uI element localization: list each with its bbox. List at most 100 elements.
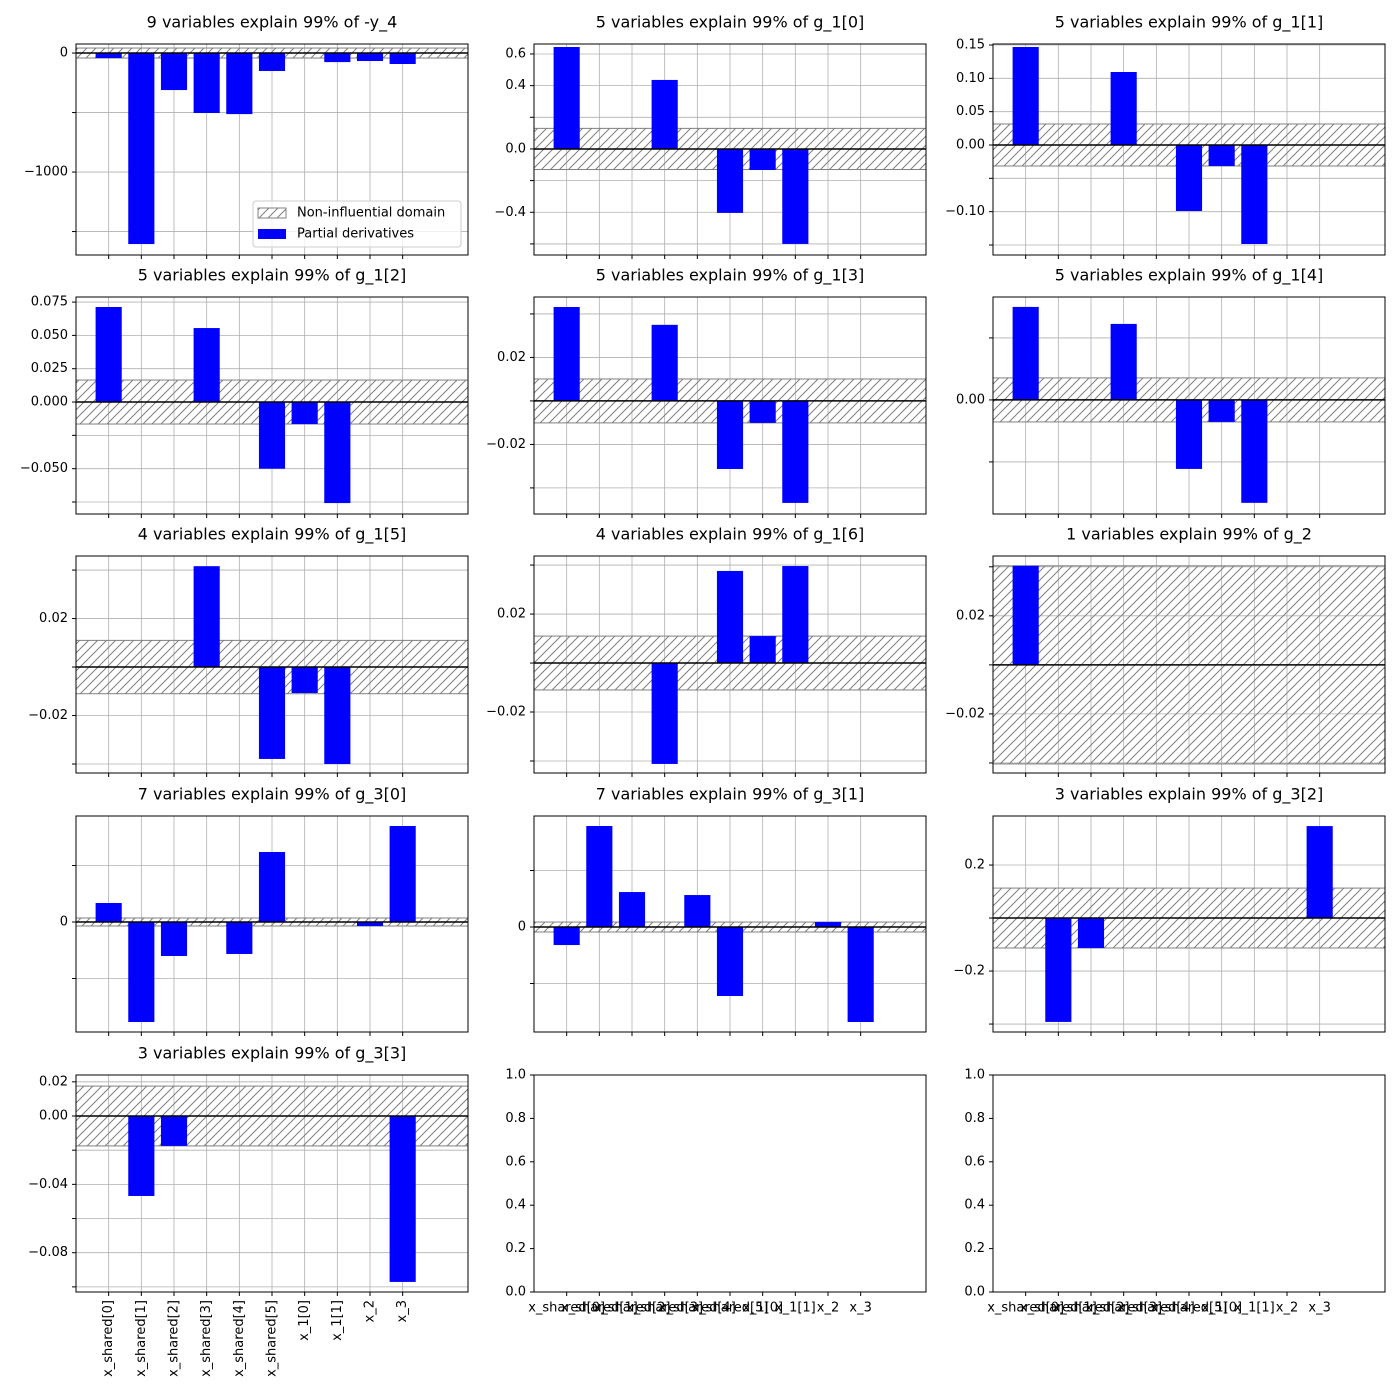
bar <box>814 922 842 928</box>
axes-frame <box>75 555 469 774</box>
x-tick-label: x_1[1] <box>775 1301 816 1316</box>
bar <box>193 328 220 403</box>
subplot: 9 variables explain 99% of -y_4 0 −1000 Non… <box>24 13 469 259</box>
x-tick-label: x_shared[1] <box>561 1301 638 1316</box>
x-tick-label: x_3 <box>849 1301 871 1316</box>
y-tick-label: −0.050 <box>20 461 68 476</box>
x-tick-label: x_shared[5] <box>265 1300 280 1377</box>
x-tick-label: x_shared[2] <box>594 1301 671 1316</box>
axes-frame <box>992 1074 1386 1293</box>
x-tick-label: x_3 <box>1308 1301 1330 1316</box>
bar <box>258 851 286 922</box>
bar <box>128 53 155 245</box>
bar <box>1012 47 1039 145</box>
bar <box>356 921 384 927</box>
x-tick-label: x_shared[5] <box>1151 1301 1228 1316</box>
y-tick-label: 0.2 <box>505 1241 526 1256</box>
y-tick-label: 0 <box>518 920 526 935</box>
bar <box>1208 399 1235 422</box>
y-tick-label: 0.02 <box>39 1074 68 1089</box>
y-tick-label: 0.02 <box>497 350 526 365</box>
y-tick-label: 0.2 <box>964 1241 985 1256</box>
bar <box>95 903 122 922</box>
bar <box>324 667 351 765</box>
bar <box>324 402 351 504</box>
subplot-title: 7 variables explain 99% of g_3[0] <box>138 785 407 805</box>
subplot-title: 5 variables explain 99% of g_1[0] <box>596 13 865 33</box>
y-tick-label: 0.00 <box>956 138 985 153</box>
subplot: 0.0 0.2 0.4 0.6 0.8 1.0 x_shared[0]x_shared[1]… <box>964 1068 1386 1316</box>
bar <box>651 663 678 764</box>
bar <box>1077 918 1105 948</box>
subplot: 4 variables explain 99% of g_1[6] 0.02 −0.… <box>486 525 927 777</box>
subplot: 5 variables explain 99% of g_1[1] 0.15 0.1… <box>945 13 1386 259</box>
y-tick-label: −0.2 <box>953 964 985 979</box>
y-tick-label: 0.10 <box>956 71 985 86</box>
x-tick-label: x_shared[1] <box>1020 1301 1097 1316</box>
axes-frame <box>533 43 927 256</box>
subplot: 3 variables explain 99% of g_3[3] 0.02 0.0… <box>28 1044 469 1377</box>
y-tick-label: −0.02 <box>486 437 526 452</box>
bar <box>716 927 744 997</box>
x-tick-label: x_3 <box>395 1300 410 1322</box>
bar <box>389 53 416 64</box>
bar <box>1110 72 1137 145</box>
axes-frame <box>75 296 469 515</box>
axes-frame <box>75 1074 469 1293</box>
y-tick-label: 0.0 <box>505 1285 526 1300</box>
legend-swatch <box>257 207 287 219</box>
x-tick-label: x_shared[0] <box>528 1301 605 1316</box>
bar <box>291 402 318 425</box>
bar <box>1175 145 1203 211</box>
x-tick-label: x_shared[5] <box>692 1301 769 1316</box>
x-tick-label: x_shared[1] <box>134 1300 149 1377</box>
axes-frame <box>75 43 469 256</box>
x-tick-label: x_shared[4] <box>232 1300 247 1377</box>
y-tick-label: −0.04 <box>28 1177 68 1192</box>
subplot: 7 variables explain 99% of g_3[1] 0 <box>518 785 927 1036</box>
bar <box>716 570 744 664</box>
bar <box>1045 918 1072 1022</box>
x-tick-label: x_1[0] <box>742 1301 783 1316</box>
subplot-title: 4 variables explain 99% of g_1[5] <box>138 525 407 545</box>
bar <box>716 400 744 469</box>
axes-frame <box>992 296 1386 515</box>
subplot-title: 3 variables explain 99% of g_3[2] <box>1055 785 1324 805</box>
y-tick-label: 1.0 <box>505 1068 526 1083</box>
bar <box>160 53 188 91</box>
y-tick-label: 0.8 <box>505 1111 526 1126</box>
subplot-title: 7 variables explain 99% of g_3[1] <box>596 785 865 805</box>
bar <box>258 402 286 469</box>
bar <box>553 307 580 401</box>
bar <box>749 636 776 664</box>
bar <box>651 324 678 401</box>
x-tick-label: x_1[1] <box>1234 1301 1275 1316</box>
y-tick-label: 0.6 <box>505 1154 526 1169</box>
bar <box>716 148 744 213</box>
bar <box>95 53 122 59</box>
bar <box>356 53 384 62</box>
bar <box>160 1116 188 1146</box>
y-tick-label: −0.10 <box>945 204 985 219</box>
bar <box>586 826 613 928</box>
y-tick-label: −0.02 <box>945 706 985 721</box>
bar <box>749 400 776 423</box>
bar <box>1110 323 1137 400</box>
subplot: 7 variables explain 99% of g_3[0] 0 <box>60 785 469 1036</box>
y-tick-label: −0.4 <box>494 205 526 220</box>
bar <box>258 667 286 759</box>
subplot-title: 4 variables explain 99% of g_1[6] <box>596 525 865 545</box>
bar <box>749 148 776 170</box>
y-tick-label: −0.02 <box>28 708 68 723</box>
y-tick-label: 0.02 <box>956 608 985 623</box>
bar <box>782 400 809 503</box>
legend-swatch <box>258 229 286 239</box>
bar <box>95 306 122 403</box>
y-tick-label: 0.4 <box>505 1198 526 1213</box>
y-tick-label: 0.6 <box>505 46 526 61</box>
bar <box>1241 145 1268 244</box>
y-tick-label: 0.05 <box>956 104 985 119</box>
bar <box>193 566 220 668</box>
y-tick-label: 0.00 <box>956 392 985 407</box>
